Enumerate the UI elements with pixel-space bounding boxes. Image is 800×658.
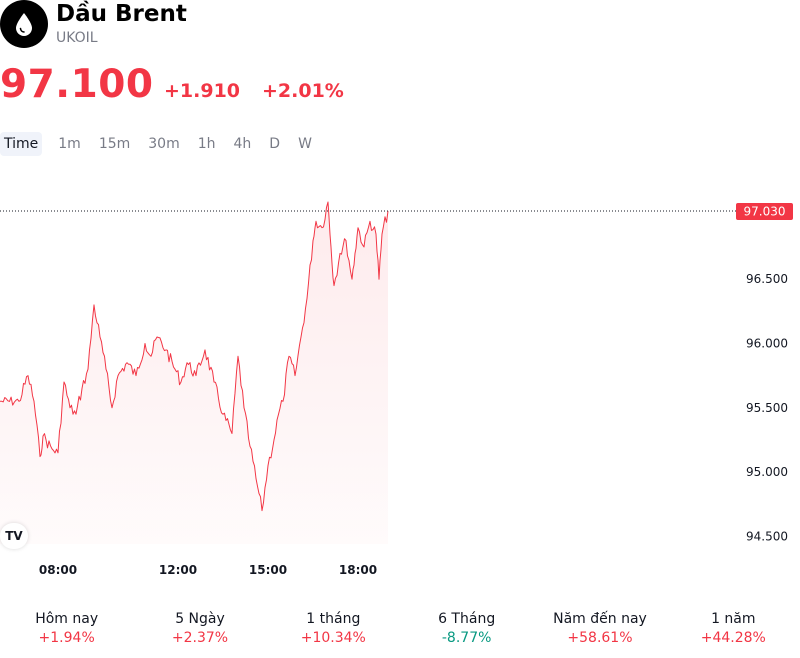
performance-period-label: Hôm nay [35,611,99,627]
price-series-line[interactable] [0,201,389,512]
interval-selector: Time 1m 15m 30m 1h 4h D W [0,132,322,156]
performance-period-value: +44.28% [700,630,766,646]
y-tick-label: 96.000 [746,336,788,350]
interval-tab-30m[interactable]: 30m [148,136,180,152]
symbol-header: Dầu Brent UKOIL [0,0,800,56]
oil-drop-icon [0,0,48,48]
performance-period-1[interactable]: 5 Ngày +2.37% [133,610,266,650]
quote-panel: 97.100 +1.910 +2.01% [0,62,800,112]
performance-period-2[interactable]: 1 tháng +10.34% [267,610,400,650]
performance-period-label: 6 Tháng [438,611,496,627]
price-change: +1.910 [164,80,241,102]
y-tick-label: 95.500 [746,401,788,415]
symbol-title: Dầu Brent [56,1,187,27]
y-tick-label: 96.500 [746,272,788,286]
price-change-percent: +2.01% [262,80,344,102]
performance-period-value: +2.37% [171,630,229,646]
performance-period-5[interactable]: 1 năm +44.28% [667,610,800,650]
interval-tab-d[interactable]: D [269,136,281,152]
y-tick-label: 95.000 [746,465,788,479]
price-chart[interactable]: 97.030 96.500 96.000 95.500 95.000 94.500 08:0… [0,160,800,590]
interval-tab-w[interactable]: W [298,136,312,152]
x-tick-label: 18:00 [339,563,377,577]
interval-tab-time[interactable]: Time [0,132,43,156]
performance-period-label: Năm đến nay [553,611,647,627]
symbol-ticker: UKOIL [56,30,98,46]
performance-period-3[interactable]: 6 Tháng -8.77% [400,610,533,650]
x-tick-label: 08:00 [39,563,77,577]
performance-period-label: 5 Ngày [175,611,225,627]
last-price-badge [736,203,793,220]
performance-period-value: +1.94% [38,630,95,646]
interval-tab-1m[interactable]: 1m [58,136,81,152]
last-price: 97.100 [0,62,154,107]
tradingview-logo[interactable]: TV [0,523,28,549]
performance-period-value: -8.77% [441,630,492,646]
performance-period-value: +58.61% [567,630,633,646]
last-price-label: 97.030 [744,205,786,219]
performance-period-label: 1 năm [711,611,756,627]
x-tick-label: 12:00 [159,563,197,577]
performance-period-0[interactable]: Hôm nay +1.94% [0,610,133,650]
x-tick-label: 15:00 [249,563,287,577]
performance-period-label: 1 tháng [306,611,361,627]
performance-period-value: +10.34% [300,630,366,646]
interval-tab-4h[interactable]: 4h [233,136,252,152]
interval-tab-1h[interactable]: 1h [197,136,216,152]
y-tick-label: 94.500 [746,529,788,543]
performance-period-4[interactable]: Năm đến nay +58.61% [533,610,666,650]
performance-bar: Hôm nay +1.94% 5 Ngày +2.37% 1 tháng +10.34% 6… [0,610,800,650]
interval-tab-15m[interactable]: 15m [98,136,131,152]
